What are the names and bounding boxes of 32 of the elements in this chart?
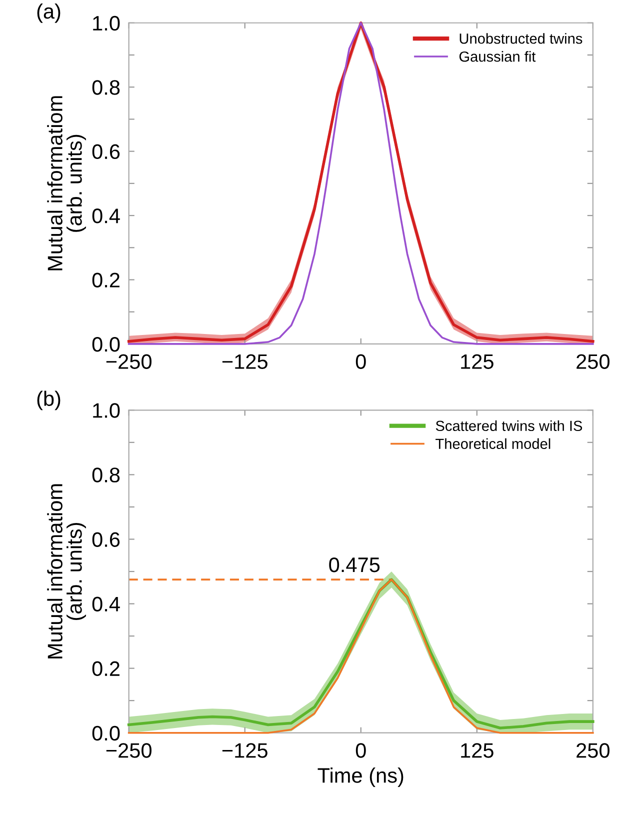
legend-label: Theoretical model — [436, 438, 550, 450]
y-tick-label: 0.0 — [92, 336, 120, 352]
y-tick-label: 0.2 — [92, 272, 120, 288]
y-tick-label: 1.0 — [93, 16, 120, 31]
x-tick-label: 125 — [461, 354, 494, 369]
legend-label: Gaussian fit — [459, 51, 536, 62]
legend-label: Scattered twins with IS — [436, 420, 582, 432]
y-tick-label: 0.0 — [92, 726, 120, 741]
y-tick-label: 0.8 — [92, 468, 120, 482]
y-axis-title: Mutual informatiom (arb. units) — [47, 484, 86, 658]
x-tick-label: −125 — [222, 354, 268, 369]
x-tick-label: 0 — [356, 354, 366, 369]
y-tick-label: 0.6 — [92, 144, 120, 160]
x-tick-label: −250 — [106, 354, 152, 369]
ref-line-label: 0.475 — [329, 557, 380, 572]
x-tick-label: 0 — [356, 743, 366, 758]
x-tick-label: 125 — [461, 743, 494, 758]
x-tick-label: −125 — [222, 743, 268, 758]
y-tick-label: 0.6 — [92, 532, 120, 547]
chart-title: (a) — [37, 3, 60, 23]
y-tick-label: 0.4 — [92, 596, 120, 612]
x-tick-label: 250 — [576, 743, 610, 758]
y-tick-label: 0.8 — [92, 80, 120, 95]
y-tick-label: 1.0 — [93, 403, 120, 418]
legend-label: Unobstructed twins — [460, 33, 582, 44]
y-tick-label: 0.4 — [92, 208, 120, 224]
y-axis-title: Mutual informatiom (arb. units) — [47, 96, 86, 270]
x-axis-title: Time (ns) — [318, 768, 404, 787]
y-tick-label: 0.2 — [92, 661, 120, 676]
x-tick-label: 250 — [576, 354, 610, 369]
chart-title: (b) — [37, 390, 60, 410]
x-tick-label: −250 — [106, 743, 152, 758]
